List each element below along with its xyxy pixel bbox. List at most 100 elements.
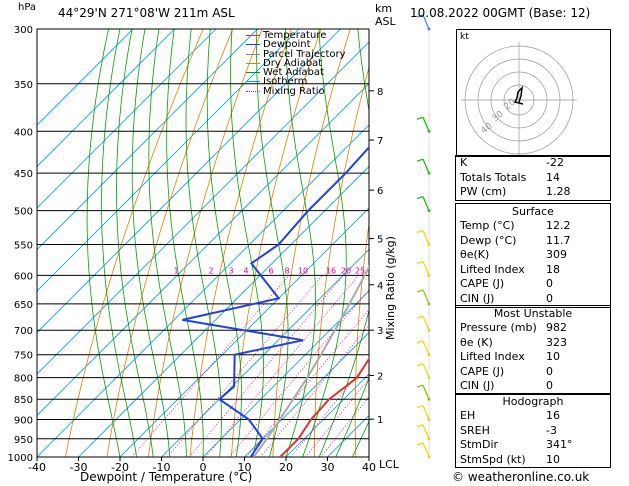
legend-swatch bbox=[246, 81, 260, 83]
datetime-title: 10.08.2022 00GMT (Base: 12) bbox=[410, 6, 591, 20]
mixing-ratio-line bbox=[167, 275, 323, 457]
wet-adiabat-line bbox=[318, 29, 369, 457]
wind-barb-flag bbox=[416, 14, 424, 18]
wind-barb bbox=[422, 424, 430, 440]
mixing-ratio-line bbox=[189, 275, 344, 457]
wind-barb bbox=[422, 405, 430, 420]
legend-swatch bbox=[246, 53, 260, 55]
legend-label: Dewpoint bbox=[263, 39, 311, 51]
panel-title: Most Unstable bbox=[493, 307, 573, 320]
index-key: θe(K) bbox=[460, 248, 490, 262]
series-temperature bbox=[279, 357, 369, 457]
wind-barb bbox=[422, 340, 430, 355]
isotherm-line bbox=[37, 29, 341, 334]
mixing-ratio-label: 3 bbox=[228, 266, 233, 275]
index-value: 0 bbox=[546, 364, 553, 378]
km-tick-label: 6 bbox=[377, 186, 383, 197]
panel-title: Hodograph bbox=[502, 395, 564, 408]
isotherm-line bbox=[37, 41, 369, 375]
legend-swatch bbox=[246, 44, 260, 46]
hodograph-panel: kt 40 30 20 bbox=[456, 29, 611, 158]
mixing-ratio-axis-label: Mixing Ratio (g/kg) bbox=[384, 236, 397, 340]
index-row: Temp (°C) 12.2 bbox=[456, 219, 610, 234]
dry-adiabat-line bbox=[608, 29, 629, 457]
wind-barb-flag bbox=[416, 158, 424, 162]
wet-adiabat-line bbox=[230, 29, 264, 457]
wet-adiabat-line bbox=[185, 29, 222, 457]
km-tick-label: 7 bbox=[377, 136, 383, 147]
mixing-ratio-label: 8 bbox=[284, 266, 289, 275]
index-value: 12.2 bbox=[546, 219, 571, 232]
index-value: 341° bbox=[546, 438, 573, 452]
index-value: 0 bbox=[546, 277, 553, 291]
wind-barb-flag bbox=[416, 404, 424, 409]
pressure-tick-label: 850 bbox=[14, 395, 33, 406]
wind-barb bbox=[422, 384, 430, 400]
km-tick-label: 4 bbox=[377, 281, 383, 292]
index-row: K -22 bbox=[456, 156, 610, 171]
wind-barb bbox=[422, 442, 430, 458]
index-row: SREH -3 bbox=[456, 424, 610, 439]
pressure-tick-label: 400 bbox=[14, 127, 33, 138]
km-tick-label: 8 bbox=[377, 87, 383, 98]
lcl-label: LCL bbox=[379, 458, 399, 471]
mixing-ratio-label: 6 bbox=[268, 266, 273, 275]
series-dewpoint bbox=[182, 145, 369, 457]
temp-tick-label: 30 bbox=[321, 461, 335, 474]
indices-top-panel: K -22 Totals Totals 14 PW (cm) 1.28 bbox=[455, 155, 611, 201]
mixing-ratio-label: 4 bbox=[243, 266, 248, 275]
index-key: Pressure (mb) bbox=[460, 321, 537, 334]
pressure-tick-label: 600 bbox=[14, 271, 33, 282]
wind-barb-flag bbox=[416, 315, 424, 319]
wind-barb-flag bbox=[416, 384, 424, 388]
isotherm-line bbox=[37, 82, 369, 417]
pressure-tick-label: 350 bbox=[14, 80, 33, 91]
wind-barb-flag bbox=[416, 116, 424, 120]
dry-adiabat-line bbox=[148, 29, 263, 457]
index-key: CIN (J) bbox=[460, 379, 495, 393]
legend-swatch bbox=[246, 90, 260, 92]
pressure-tick-label: 500 bbox=[14, 207, 33, 218]
wet-adiabat-line bbox=[86, 29, 121, 457]
km-tick-label: 1 bbox=[377, 415, 383, 426]
pressure-tick-label: 1000 bbox=[8, 453, 33, 464]
pressure-tick-label: 550 bbox=[14, 240, 33, 251]
index-value: 10 bbox=[546, 350, 560, 364]
hodograph-indices-panel: Hodograph EH 16 SREH -3 StmDir 341° StmSpd (kt)… bbox=[455, 393, 611, 469]
wet-adiabat-line bbox=[335, 377, 369, 457]
index-value: -22 bbox=[546, 156, 564, 169]
isotherm-line bbox=[119, 207, 369, 457]
wind-barb bbox=[422, 289, 430, 305]
pressure-tick-label: 900 bbox=[14, 416, 33, 427]
index-value: 11.7 bbox=[546, 233, 571, 247]
pressure-tick-label: 700 bbox=[14, 326, 33, 337]
most-unstable-panel: Most Unstable Pressure (mb) 982 θe (K) 323 Li… bbox=[455, 305, 611, 395]
hodograph-trace bbox=[513, 85, 524, 105]
km-tick-label: 5 bbox=[377, 235, 383, 246]
isotherm-line bbox=[37, 29, 217, 209]
pressure-tick-label: 800 bbox=[14, 374, 33, 385]
legend-swatch bbox=[246, 35, 260, 36]
legend-label: Dry Adiabat bbox=[263, 57, 323, 69]
location-title: 44°29'N 271°08'W 211m ASL bbox=[58, 6, 235, 20]
temp-tick-label: -40 bbox=[28, 461, 46, 474]
isotherm-line bbox=[37, 29, 134, 126]
temp-tick-label: 20 bbox=[279, 461, 293, 474]
mixing-ratio-line bbox=[305, 377, 369, 457]
index-key: CAPE (J) bbox=[460, 364, 505, 378]
index-key: CAPE (J) bbox=[460, 277, 505, 291]
index-value: 0 bbox=[546, 379, 553, 393]
surface-panel: Surface Temp (°C) 12.2 Dewp (°C) 11.7 θe(K) 30… bbox=[455, 203, 611, 308]
isotherm-line bbox=[37, 29, 300, 292]
pressure-tick-label: 650 bbox=[14, 300, 33, 311]
index-value: 309 bbox=[546, 248, 567, 262]
mixing-ratio-label: 2 bbox=[208, 266, 213, 275]
hodograph-ring-label: 40 bbox=[480, 121, 495, 136]
index-key: StmDir bbox=[460, 438, 499, 452]
wet-adiabat-line bbox=[131, 29, 171, 457]
index-row: Lifted Index 18 bbox=[456, 263, 610, 278]
mixing-ratio-label: 1 bbox=[173, 266, 178, 275]
wind-barb-flag bbox=[416, 229, 424, 234]
temp-tick-label: 10 bbox=[238, 461, 252, 474]
